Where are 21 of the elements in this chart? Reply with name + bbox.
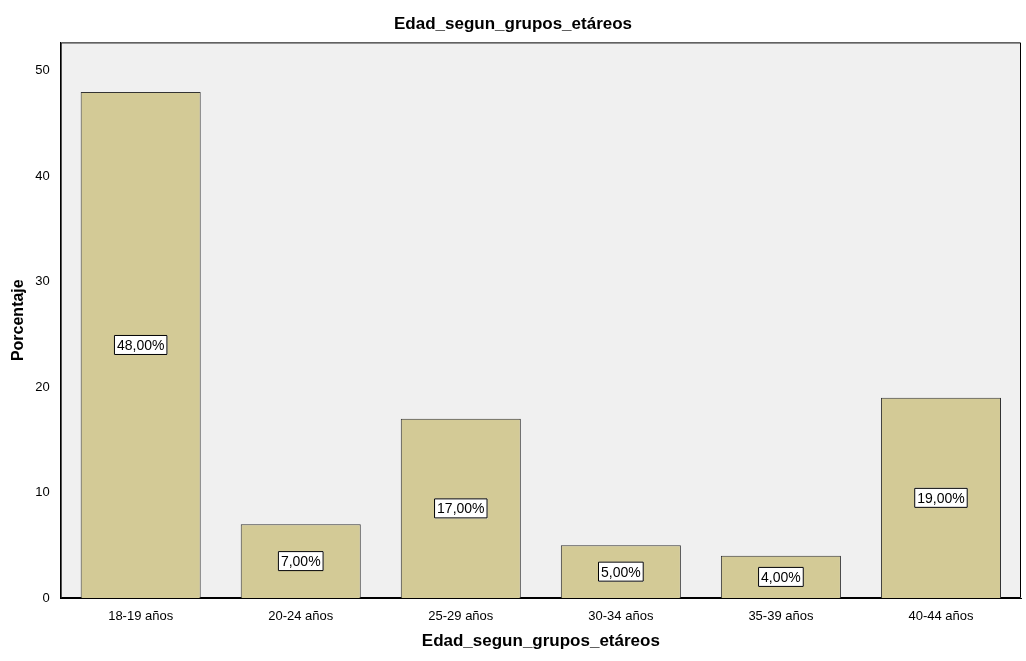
y-tick-label: 20: [35, 378, 50, 394]
data-label: 5,00%: [601, 563, 641, 580]
data-label: 4,00%: [761, 568, 801, 585]
x-tick-label: 30-34 años: [588, 608, 654, 624]
y-axis-title: Porcentaje: [9, 279, 27, 362]
x-axis-title: Edad_segun_grupos_etáreos: [421, 631, 660, 651]
y-tick-label: 10: [35, 484, 50, 500]
data-label: 7,00%: [280, 552, 321, 569]
x-tick-label: 20-24 años: [268, 608, 334, 624]
x-tick-label: 18-19 años: [108, 608, 174, 624]
y-tick-label: 40: [35, 167, 50, 183]
x-tick-label: 35-39 años: [748, 608, 814, 624]
y-tick-label: 30: [35, 273, 50, 289]
data-label: 19,00%: [917, 489, 965, 506]
x-tick-label: 25-29 años: [428, 608, 494, 624]
y-tick-label: 50: [35, 62, 50, 78]
y-tick-label: 0: [42, 589, 50, 605]
chart-title: Edad_segun_grupos_etáreos: [393, 13, 633, 33]
data-label: 17,00%: [437, 500, 485, 517]
data-label: 48,00%: [116, 336, 165, 353]
x-tick-label: 40-44 años: [908, 608, 974, 624]
